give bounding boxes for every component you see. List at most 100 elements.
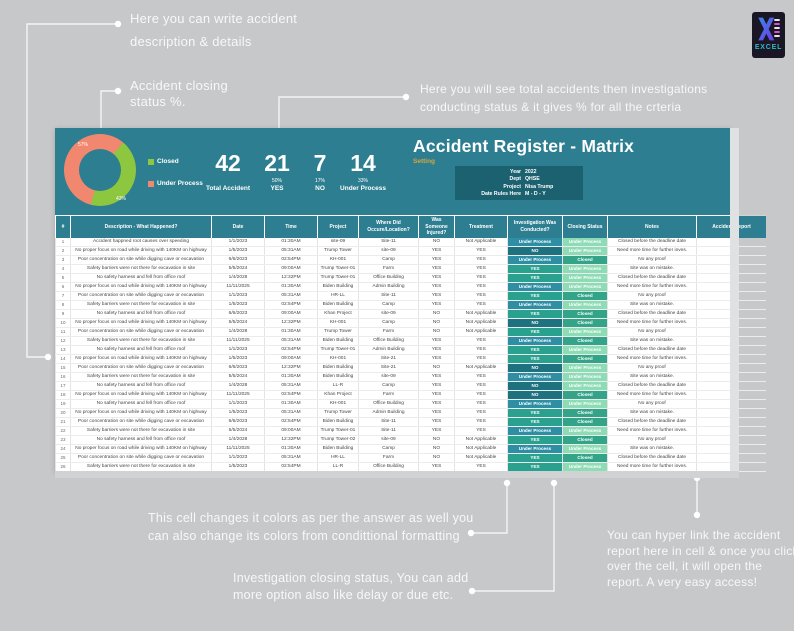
cell-notes[interactable]: No any proof <box>607 399 697 409</box>
cell-notes[interactable]: Need more time for further inves. <box>607 426 697 436</box>
cell-treatment[interactable]: YES <box>454 345 508 355</box>
cell-date[interactable]: 5/5/2024 <box>211 318 265 328</box>
cell-project[interactable]: Biden Building <box>317 372 359 382</box>
cell-project[interactable]: Trump Tower <box>317 408 359 418</box>
cell-description[interactable]: Accident happned root causes over speedi… <box>70 238 212 247</box>
cell-num[interactable]: 19 <box>55 399 71 409</box>
cell-time[interactable]: 02:54PM <box>264 300 318 310</box>
setting-value[interactable]: Nisa Trump <box>525 183 554 190</box>
cell-project[interactable]: Trump Tower-02 <box>317 435 359 445</box>
cell-description[interactable]: Poor concentration on site while digging… <box>70 291 212 301</box>
column-header-investigation[interactable]: Investigation Was Conducted? <box>507 215 563 238</box>
cell-treatment[interactable]: YES <box>454 354 508 364</box>
cell-time[interactable]: 09:00AM <box>264 264 318 274</box>
cell-date[interactable]: 5/5/2024 <box>211 426 265 436</box>
cell-injured[interactable]: NO <box>418 363 455 373</box>
cell-num[interactable]: 3 <box>55 255 71 265</box>
cell-date[interactable]: 6/6/2023 <box>211 363 265 373</box>
cell-location[interactable]: site-09 <box>358 372 419 382</box>
cell-time[interactable]: 01:30AM <box>264 444 318 454</box>
cell-num[interactable]: 23 <box>55 435 71 445</box>
cell-closing[interactable]: Under Process <box>562 327 608 337</box>
cell-description[interactable]: Poor concentration on site while digging… <box>70 255 212 265</box>
cell-notes[interactable]: No any proof <box>607 435 697 445</box>
cell-date[interactable]: 5/5/2024 <box>211 372 265 382</box>
cell-time[interactable]: 02:54PM <box>264 345 318 355</box>
cell-injured[interactable]: YES <box>418 273 455 283</box>
cell-notes[interactable]: Closed before the deadline date <box>607 417 697 427</box>
cell-description[interactable]: No proper focus on road while driving wi… <box>70 444 212 454</box>
cell-injured[interactable]: YES <box>418 417 455 427</box>
cell-num[interactable]: 14 <box>55 354 71 364</box>
cell-description[interactable]: Poor concentration on site while digging… <box>70 417 212 427</box>
cell-location[interactable]: Site-11 <box>358 238 419 247</box>
cell-project[interactable]: site-09 <box>317 238 359 247</box>
cell-treatment[interactable]: YES <box>454 417 508 427</box>
cell-investigation[interactable]: Under Process <box>507 372 563 382</box>
cell-closing[interactable]: Closed <box>562 435 608 445</box>
cell-num[interactable]: 1 <box>55 238 71 247</box>
cell-notes[interactable]: Site was on mistake. <box>607 264 697 274</box>
cell-description[interactable]: Safety barriers were not there for excav… <box>70 300 212 310</box>
column-header-treatment[interactable]: Treatment <box>454 215 508 238</box>
cell-num[interactable]: 20 <box>55 408 71 418</box>
cell-description[interactable]: No safety harness and fell from office r… <box>70 345 212 355</box>
cell-treatment[interactable]: Not Applicable <box>454 435 508 445</box>
cell-date[interactable]: 11/11/2025 <box>211 390 265 400</box>
column-header-notes[interactable]: Notes <box>607 215 697 238</box>
cell-injured[interactable]: YES <box>418 282 455 292</box>
cell-injured[interactable]: YES <box>418 336 455 346</box>
cell-closing[interactable]: Closed <box>562 417 608 427</box>
cell-num[interactable]: 22 <box>55 426 71 436</box>
setting-value[interactable]: M - D - Y <box>525 191 546 198</box>
cell-location[interactable]: Farm <box>358 327 419 337</box>
cell-date[interactable]: 1/5/2023 <box>211 408 265 418</box>
cell-date[interactable]: 1/1/2023 <box>211 291 265 301</box>
cell-num[interactable]: 15 <box>55 363 71 373</box>
column-header-closing[interactable]: Closing Status <box>562 215 608 238</box>
cell-investigation[interactable]: NO <box>507 246 563 256</box>
cell-location[interactable]: Office Building <box>358 336 419 346</box>
cell-closing[interactable]: Closed <box>562 255 608 265</box>
cell-num[interactable]: 11 <box>55 327 71 337</box>
cell-notes[interactable]: Closed before the deadline date <box>607 453 697 463</box>
cell-time[interactable]: 02:54PM <box>264 417 318 427</box>
cell-project[interactable]: KH-001 <box>317 354 359 364</box>
cell-location[interactable]: Site-11 <box>358 291 419 301</box>
cell-investigation[interactable]: Under Process <box>507 426 563 436</box>
cell-closing[interactable]: Under Process <box>562 246 608 256</box>
cell-location[interactable]: Admin Building <box>358 282 419 292</box>
cell-num[interactable]: 10 <box>55 318 71 328</box>
cell-date[interactable]: 6/6/2023 <box>211 417 265 427</box>
cell-investigation[interactable]: NO <box>507 363 563 373</box>
cell-time[interactable]: 02:54PM <box>264 390 318 400</box>
cell-injured[interactable]: YES <box>418 399 455 409</box>
cell-time[interactable]: 01:30AM <box>264 399 318 409</box>
setting-row-date-rules-here[interactable]: Date Rules Here M - D - Y <box>455 191 583 199</box>
cell-project[interactable]: HR-LL <box>317 291 359 301</box>
cell-date[interactable]: 1/1/2023 <box>211 453 265 463</box>
cell-location[interactable]: Farm <box>358 264 419 274</box>
cell-time[interactable]: 12:32PM <box>264 363 318 373</box>
cell-time[interactable]: 01:30AM <box>264 327 318 337</box>
cell-closing[interactable]: Under Process <box>562 399 608 409</box>
cell-notes[interactable]: Site was on mistake. <box>607 300 697 310</box>
cell-time[interactable]: 05:31AM <box>264 246 318 256</box>
cell-num[interactable]: 16 <box>55 372 71 382</box>
cell-description[interactable]: No proper focus on road while driving wi… <box>70 354 212 364</box>
cell-investigation[interactable]: NO <box>507 390 563 400</box>
cell-notes[interactable]: Need more time for further inves. <box>607 246 697 256</box>
cell-treatment[interactable]: Not Applicable <box>454 309 508 319</box>
cell-description[interactable]: Safety barriers were not there for excav… <box>70 264 212 274</box>
cell-closing[interactable]: Under Process <box>562 300 608 310</box>
cell-notes[interactable]: No any proof <box>607 327 697 337</box>
cell-treatment[interactable]: Not Applicable <box>454 238 508 247</box>
cell-investigation[interactable]: YES <box>507 327 563 337</box>
cell-description[interactable]: No proper focus on road while driving wi… <box>70 408 212 418</box>
cell-location[interactable]: Site-21 <box>358 354 419 364</box>
setting-row-project[interactable]: Project Nisa Trump <box>455 183 583 191</box>
cell-num[interactable]: 7 <box>55 291 71 301</box>
cell-closing[interactable]: Under Process <box>562 372 608 382</box>
cell-closing[interactable]: Under Process <box>562 426 608 436</box>
cell-project[interactable]: KH-001 <box>317 399 359 409</box>
